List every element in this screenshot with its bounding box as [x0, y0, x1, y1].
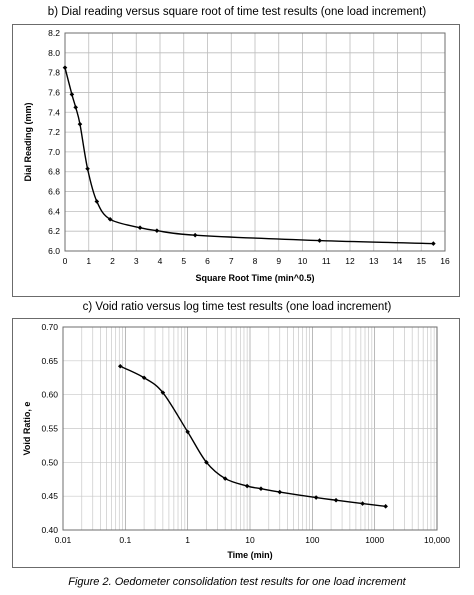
data-point-marker: [154, 228, 160, 233]
x-tick-label: 10: [298, 256, 308, 266]
chart-1-frame: 0 1 2 3 4 5 6 7 8 9 10 11 12 13 14 15 16 6.0 6.2 6.4 6.6 6.8 7…: [12, 24, 460, 297]
x-tick-label: 14: [393, 256, 403, 266]
y-tick-label: 6.2: [48, 226, 60, 236]
data-point-marker: [77, 121, 83, 127]
x-tick-label: 100: [305, 535, 319, 545]
y-tick-label: 0.65: [41, 356, 58, 366]
x-tick-label: 1: [185, 535, 190, 545]
y-tick-label: 6.0: [48, 246, 60, 256]
y-tick-label: 0.60: [41, 390, 58, 400]
y-tick-label: 7.0: [48, 147, 60, 157]
data-point-marker: [317, 238, 322, 243]
x-tick-label: 16: [440, 256, 450, 266]
y-axis-label: Void Ratio, e: [22, 402, 32, 456]
data-point-marker: [62, 65, 68, 70]
y-tick-label: 8.0: [48, 48, 60, 58]
y-tick-label: 7.4: [48, 107, 60, 117]
data-point-marker: [360, 501, 365, 506]
chart-2-title: c) Void ratio versus log time test resul…: [82, 301, 392, 313]
x-tick-label: 0: [63, 256, 68, 266]
y-axis-label: Dial Reading (mm): [23, 102, 33, 181]
y-tick-label: 8.2: [48, 28, 60, 38]
x-tick-label: 0.1: [119, 535, 131, 545]
data-point-marker: [222, 476, 228, 481]
x-tick-label: 13: [369, 256, 379, 266]
x-tick-label: 7: [229, 256, 234, 266]
data-point-marker: [137, 225, 143, 231]
x-tick-label: 8: [253, 256, 258, 266]
y-tick-label: 6.8: [48, 167, 60, 177]
chart-2-frame: 0.01 0.1 1 10 100 1000 10,000 0.40 0.45 0.50 0.55 0…: [12, 318, 460, 568]
data-point-marker: [431, 241, 436, 246]
data-point-marker: [333, 497, 339, 503]
x-tick-label: 0.01: [55, 535, 72, 545]
y-tick-label: 7.2: [48, 127, 60, 137]
x-tick-label: 1: [86, 256, 91, 266]
data-point-marker: [244, 483, 250, 489]
x-tick-label: 11: [322, 256, 331, 266]
x-axis-label: Time (min): [227, 550, 272, 560]
plot-area-border: [64, 32, 446, 252]
x-tick-label: 15: [417, 256, 427, 266]
y-tick-label: 0.45: [41, 491, 58, 501]
y-tick-label: 0.70: [41, 322, 58, 332]
x-tick-label: 10,000: [424, 535, 450, 545]
data-point-marker: [117, 363, 123, 369]
data-point-marker: [313, 495, 319, 500]
x-tick-label: 3: [134, 256, 139, 266]
chart-1-title: b) Dial reading versus square root of ti…: [47, 6, 427, 18]
y-tick-label: 0.55: [41, 424, 58, 434]
y-tick-label: 7.6: [48, 87, 60, 97]
plot-area-border: [62, 326, 438, 531]
y-tick-label: 6.6: [48, 187, 60, 197]
chart-1-plot: 0 1 2 3 4 5 6 7 8 9 10 11 12 13 14 15 166.06.26.46.66.87…: [23, 28, 450, 283]
data-point-marker: [107, 216, 113, 222]
x-axis-label: Square Root Time (min^0.5): [195, 273, 314, 283]
data-point-marker: [69, 92, 75, 97]
x-tick-label: 12: [345, 256, 355, 266]
x-tick-label: 5: [181, 256, 186, 266]
data-point-marker: [383, 504, 388, 509]
data-point-marker: [85, 166, 90, 172]
y-tick-label: 0.40: [41, 525, 58, 535]
y-tick-label: 6.4: [48, 206, 60, 216]
data-point-marker: [258, 486, 264, 492]
x-tick-label: 4: [158, 256, 163, 266]
y-tick-label: 0.50: [41, 457, 58, 467]
series-line: [119, 365, 386, 508]
x-tick-label: 1000: [365, 535, 384, 545]
x-tick-label: 10: [245, 535, 255, 545]
chart-2-plot: 0.01 0.1 1 10 100 1000 10,000 0.40 0.45 0.50 0.55 0…: [22, 322, 450, 560]
data-point-marker: [160, 390, 166, 395]
data-point-marker: [277, 489, 283, 495]
series-line: [64, 67, 434, 245]
y-tick-label: 7.8: [48, 68, 60, 78]
x-tick-label: 9: [276, 256, 281, 266]
data-point-marker: [204, 460, 209, 465]
data-point-marker: [94, 199, 100, 204]
x-tick-label: 6: [205, 256, 210, 266]
data-point-marker: [141, 375, 147, 381]
figure-caption: Figure 2. Oedometer consolidation test r…: [68, 576, 406, 588]
data-point-marker: [73, 105, 78, 110]
x-tick-label: 2: [110, 256, 115, 266]
data-point-marker: [192, 232, 198, 238]
